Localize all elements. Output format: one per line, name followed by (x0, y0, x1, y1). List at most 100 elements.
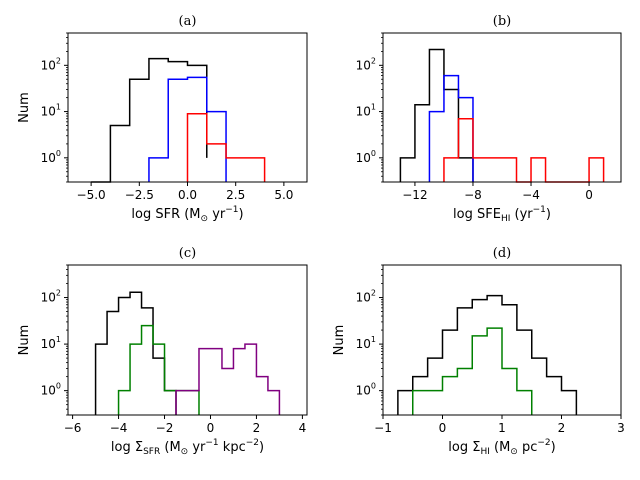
y-tick-label: 100 (356, 382, 376, 398)
y-tick-exponent: 1 (56, 103, 61, 112)
x-label-text: log Σ (111, 440, 143, 455)
x-tick-label: 3 (617, 421, 625, 435)
x-tick-label: 0 (207, 421, 215, 435)
y-tick-base: 10 (356, 58, 371, 72)
x-label-sub: HI (501, 214, 510, 224)
histogram-blue (428, 74, 474, 182)
y-tick-exponent: 0 (371, 382, 376, 391)
y-axis-label: Num (17, 325, 32, 356)
x-tick-label: 0 (585, 188, 593, 202)
x-axis-label: log SFR (M⊙ yr−1) (131, 205, 243, 224)
y-tick-base: 10 (41, 337, 56, 351)
y-tick-base: 10 (356, 105, 371, 119)
x-tick-label: −2.5 (125, 188, 154, 202)
x-label-sup: −2 (246, 438, 259, 448)
subplot-title: (b) (493, 14, 511, 29)
histogram-black (397, 294, 578, 415)
y-tick-label: 102 (356, 289, 376, 305)
histogram-red (186, 112, 266, 182)
y-tick-exponent: 1 (371, 103, 376, 112)
y-tick-base: 10 (356, 151, 371, 165)
histogram-purple (175, 343, 281, 415)
x-axis-label: log ΣSFR (M⊙ yr−1 kpc−2) (111, 438, 264, 457)
y-tick-exponent: 1 (371, 335, 376, 344)
y-tick-exponent: 2 (371, 289, 376, 298)
y-tick-base: 10 (41, 384, 56, 398)
x-axis-label: log SFEHI (yr−1) (453, 205, 551, 224)
axes-frame (382, 32, 622, 183)
x-label-sub: HI (480, 447, 489, 457)
y-axis-label: Num (332, 325, 347, 356)
histogram-red (443, 117, 605, 183)
x-label-text: kpc (219, 440, 246, 455)
x-tick-label: −8 (464, 188, 482, 202)
y-tick-base: 10 (356, 384, 371, 398)
y-tick-label: 102 (41, 289, 61, 305)
subplot-title: (c) (179, 246, 196, 261)
x-tick-label: −12 (402, 188, 427, 202)
y-tick-label: 100 (41, 382, 61, 398)
y-axis-label: Num (17, 92, 32, 123)
histogram-black (91, 57, 208, 183)
y-tick-exponent: 1 (56, 335, 61, 344)
x-tick-label: 0.0 (178, 188, 197, 202)
x-label-text: ) (259, 440, 264, 455)
x-label-text: yr (188, 440, 206, 455)
y-tick-label: 101 (41, 103, 61, 119)
x-tick-label: 0 (439, 421, 447, 435)
y-tick-base: 10 (41, 105, 56, 119)
y-tick-label: 100 (356, 149, 376, 165)
x-tick-label: 2.5 (226, 188, 245, 202)
axes-frame (67, 264, 308, 416)
x-label-text: log SFE (453, 207, 501, 222)
y-tick-exponent: 2 (371, 56, 376, 65)
histogram-green (117, 324, 200, 415)
y-tick-exponent: 2 (56, 289, 61, 298)
y-tick-label: 100 (41, 149, 61, 165)
x-tick-label: 2 (253, 421, 261, 435)
x-label-sup: −1 (533, 205, 546, 215)
y-tick-base: 10 (41, 291, 56, 305)
x-label-text: (M (490, 440, 510, 455)
x-label-text: (M (160, 440, 180, 455)
y-tick-base: 10 (356, 291, 371, 305)
histogram-blue (148, 76, 227, 182)
histogram-green (412, 327, 533, 415)
histogram-black (399, 48, 474, 182)
x-tick-label: −2 (156, 421, 174, 435)
y-tick-exponent: 0 (371, 149, 376, 158)
x-tick-label: −6 (64, 421, 82, 435)
y-tick-base: 10 (41, 151, 56, 165)
x-label-text: ) (239, 207, 244, 222)
x-label-sup: −1 (225, 205, 238, 215)
x-tick-label: 5.0 (274, 188, 293, 202)
x-label-sup: −2 (537, 438, 550, 448)
y-tick-base: 10 (356, 337, 371, 351)
y-tick-exponent: 0 (56, 382, 61, 391)
y-tick-label: 101 (41, 335, 61, 351)
x-label-sub: ⊙ (201, 214, 209, 224)
x-tick-label: −4 (110, 421, 128, 435)
y-tick-base: 10 (41, 58, 56, 72)
y-tick-label: 101 (356, 103, 376, 119)
subplot-title: (a) (179, 14, 197, 29)
x-label-sub: ⊙ (510, 447, 518, 457)
y-tick-exponent: 0 (56, 149, 61, 158)
x-label-text: ) (551, 440, 556, 455)
y-tick-label: 102 (41, 56, 61, 72)
y-tick-label: 101 (356, 335, 376, 351)
x-tick-label: 1 (498, 421, 506, 435)
x-label-sub: ⊙ (181, 447, 189, 457)
x-label-text: ) (546, 207, 551, 222)
x-tick-label: −1 (374, 421, 392, 435)
y-tick-exponent: 2 (56, 56, 61, 65)
x-label-sub: SFR (143, 447, 160, 457)
subplot-title: (d) (493, 246, 511, 261)
x-tick-label: −4 (522, 188, 540, 202)
x-label-text: pc (518, 440, 538, 455)
x-axis-label: log ΣHI (M⊙ pc−2) (448, 438, 555, 457)
